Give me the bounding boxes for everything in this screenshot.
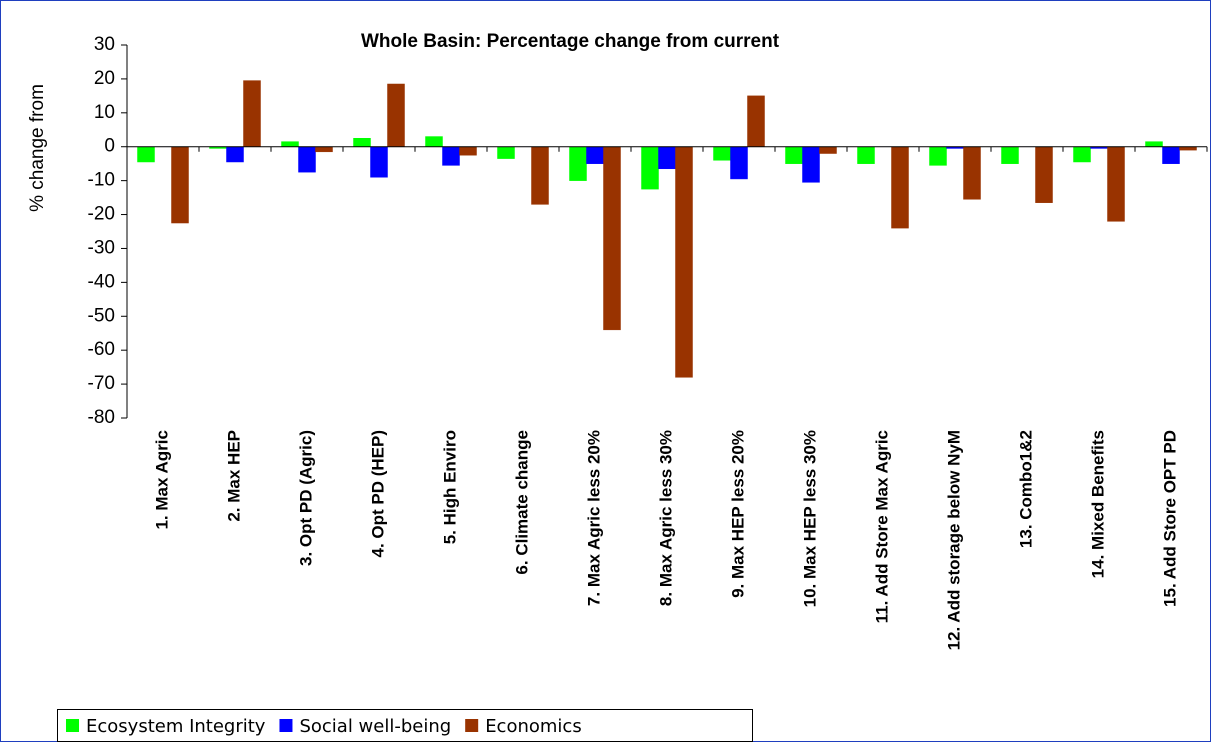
legend-marker [279,719,293,732]
bar [1179,146,1197,151]
bar [857,146,875,164]
bar [603,146,621,331]
bar [713,146,731,161]
y-tick-label: 30 [94,34,115,55]
bar [747,95,765,147]
bar [425,136,443,147]
bar [1145,141,1163,147]
bar [963,146,981,200]
bar [459,146,477,156]
bar [675,146,693,378]
x-tick-label: 2. Max HEP [224,430,243,522]
y-tick-label: 20 [94,68,115,89]
bar [281,141,299,147]
legend-label: Ecosystem Integrity [86,716,266,737]
bar [387,83,405,147]
x-tick-label: 13. Combo1&2 [1016,430,1035,548]
legend-label: Economics [485,716,582,737]
bar [137,146,155,163]
legend [57,709,753,742]
x-tick-label: 3. Opt PD (Agric) [296,430,315,566]
bar [442,146,460,166]
bar [802,146,820,183]
bar [226,146,244,163]
bar [891,146,909,229]
bar [586,146,604,164]
y-tick-label: 0 [104,136,115,157]
bar [1107,146,1125,222]
y-tick-label: -70 [88,373,115,394]
bar [243,80,261,147]
y-tick-label: 10 [94,102,115,123]
y-tick-label: -30 [88,237,115,258]
legend-marker [66,719,79,732]
x-tick-label: 14. Mixed Benefits [1088,430,1107,578]
x-tick-label: 10. Max HEP less 30% [800,430,819,607]
y-tick-label: -60 [88,339,115,360]
x-tick-label: 4. Opt PD (HEP) [368,430,387,558]
bar [370,146,388,178]
y-tick-label: -40 [88,271,115,292]
bar [641,146,659,190]
bar [1001,146,1019,164]
x-tick-label: 9. Max HEP less 20% [728,430,747,598]
chart-title: Whole Basin: Percentage change from curr… [361,31,780,52]
legend-marker [465,719,479,732]
y-tick-label: -20 [88,204,115,225]
bar [1162,146,1180,164]
bar [1035,146,1053,203]
y-tick-label: -50 [88,305,115,326]
x-tick-label: 7. Max Agric less 20% [584,430,603,606]
bar [929,146,947,166]
bar [315,146,333,153]
x-tick-label: 8. Max Agric less 30% [656,430,675,606]
legend-label: Social well-being [299,716,451,737]
bar [658,146,676,170]
bar [730,146,748,180]
y-tick-label: -80 [88,407,115,428]
bar [785,146,803,164]
x-tick-label: 12. Add storage below NyM [944,430,963,650]
bar [497,146,515,159]
y-axis-label: % change from [27,84,48,212]
bar [298,146,316,173]
bar [531,146,549,205]
x-tick-label: 15. Add Store OPT PD [1160,430,1179,607]
y-tick-label: -10 [88,170,115,191]
x-tick-label: 1. Max Agric [152,430,171,530]
x-tick-label: 5. High Enviro [440,430,459,544]
bar [1073,146,1091,163]
x-tick-label: 11. Add Store Max Agric [872,430,891,623]
bar [171,146,189,224]
x-tick-label: 6. Climate change [512,430,531,575]
bar [353,138,371,147]
bar [569,146,587,181]
bar [819,146,837,154]
